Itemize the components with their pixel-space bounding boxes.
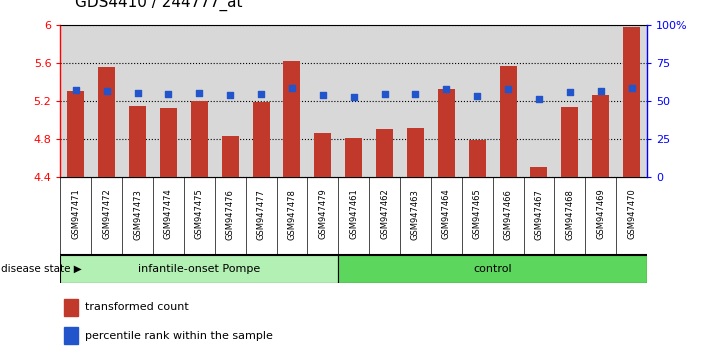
Bar [500,66,517,177]
Bar [246,25,277,177]
Point [595,88,606,94]
Bar [431,25,461,177]
Bar [523,25,555,177]
Text: GSM947476: GSM947476 [225,189,235,240]
Bar [400,25,431,177]
Text: percentile rank within the sample: percentile rank within the sample [85,331,273,341]
Point [533,96,545,102]
Text: GSM947462: GSM947462 [380,189,389,239]
Bar [277,25,307,177]
Text: control: control [474,264,512,274]
Text: GSM947469: GSM947469 [597,189,605,239]
Bar [68,91,85,177]
Point [70,87,82,93]
Text: GSM947468: GSM947468 [565,189,574,240]
Text: GDS4410 / 244777_at: GDS4410 / 244777_at [75,0,242,11]
Bar [616,25,647,177]
Bar [407,129,424,177]
Bar [252,102,269,177]
Point [564,90,575,95]
Bar [215,25,246,177]
Bar [184,25,215,177]
Text: transformed count: transformed count [85,302,189,312]
Bar [338,255,647,283]
Bar [493,25,523,177]
Bar [284,61,301,177]
Text: GSM947478: GSM947478 [287,189,296,240]
Bar [314,133,331,177]
Text: GSM947472: GSM947472 [102,189,111,239]
Bar [64,299,78,316]
Text: GSM947473: GSM947473 [133,189,142,240]
Point [132,90,144,96]
Point [317,92,328,98]
Text: GSM947464: GSM947464 [442,189,451,239]
Bar [623,27,640,177]
Text: GSM947477: GSM947477 [257,189,266,240]
Text: GSM947471: GSM947471 [71,189,80,239]
Bar [555,25,585,177]
Bar [530,166,547,177]
Bar [376,130,393,177]
Text: GSM947470: GSM947470 [627,189,636,239]
Bar [307,25,338,177]
Bar [129,105,146,177]
Bar [585,25,616,177]
Bar [60,25,91,177]
Text: GSM947467: GSM947467 [535,189,543,240]
Point [348,94,360,100]
Point [225,92,236,98]
Bar [338,25,369,177]
Text: GSM947463: GSM947463 [411,189,420,240]
Point [379,91,390,97]
Point [163,91,174,97]
Text: GSM947465: GSM947465 [473,189,482,239]
Text: GSM947475: GSM947475 [195,189,204,239]
Text: GSM947474: GSM947474 [164,189,173,239]
Text: infantile-onset Pompe: infantile-onset Pompe [138,264,260,274]
Bar [438,90,455,177]
Text: GSM947479: GSM947479 [319,189,327,239]
Bar [60,255,338,283]
Text: disease state ▶: disease state ▶ [1,264,82,274]
Point [193,90,205,96]
Bar [222,136,239,177]
Bar [346,138,362,177]
Point [287,85,298,90]
Bar [153,25,184,177]
Bar [191,101,208,177]
Point [503,86,514,91]
Bar [64,327,78,344]
Bar [369,25,400,177]
Point [471,93,483,99]
Bar [91,25,122,177]
Bar [461,25,493,177]
Bar [160,108,177,177]
Bar [592,95,609,177]
Text: GSM947466: GSM947466 [503,189,513,240]
Point [626,85,637,90]
Point [101,88,112,94]
Bar [562,107,578,177]
Bar [98,67,115,177]
Bar [469,140,486,177]
Point [410,91,421,97]
Point [441,86,452,91]
Text: GSM947461: GSM947461 [349,189,358,239]
Point [255,91,267,97]
Bar [122,25,153,177]
